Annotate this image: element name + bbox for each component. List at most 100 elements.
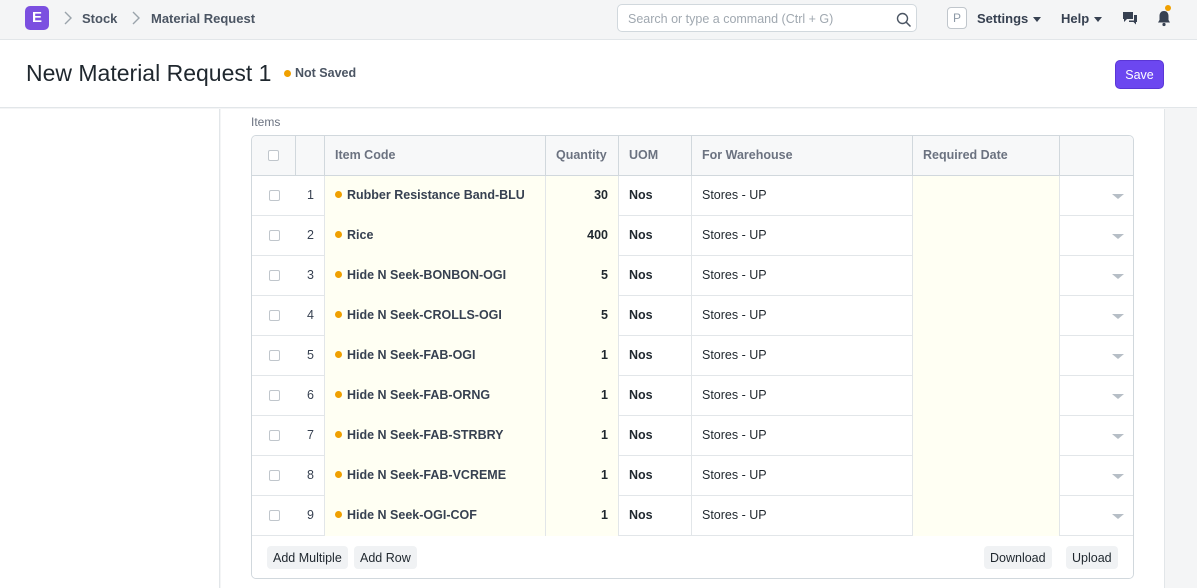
table-row[interactable]: 1 Rubber Resistance Band-BLU 30 Nos Stores -… [252, 176, 1133, 216]
breadcrumb-material-request[interactable]: Material Request [151, 11, 256, 26]
item-code-cell[interactable]: Hide N Seek-OGI-COF [325, 496, 546, 536]
warehouse-cell[interactable]: Stores - UP [692, 456, 913, 496]
table-row[interactable]: 3 Hide N Seek-BONBON-OGI 5 Nos Stores - UP [252, 256, 1133, 296]
quantity-cell[interactable]: 400 [546, 216, 619, 256]
uom-cell[interactable]: Nos [619, 496, 692, 536]
item-code-cell[interactable]: Rice [325, 216, 546, 256]
required-date-cell[interactable] [913, 496, 1060, 536]
row-checkbox[interactable] [268, 230, 280, 242]
row-checkbox[interactable] [268, 350, 280, 362]
quantity-cell[interactable]: 1 [546, 376, 619, 416]
help-menu[interactable]: Help [1061, 11, 1103, 26]
breadcrumb-stock[interactable]: Stock [82, 11, 118, 26]
row-checkbox[interactable] [268, 470, 280, 482]
download-button[interactable]: Download [984, 546, 1052, 569]
row-edit-caret-icon[interactable] [1112, 194, 1124, 199]
table-row[interactable]: 2 Rice 400 Nos Stores - UP [252, 216, 1133, 256]
row-checkbox[interactable] [268, 310, 280, 322]
row-checkbox[interactable] [268, 270, 280, 282]
row-select-cell [252, 336, 296, 376]
row-edit-caret-icon[interactable] [1112, 274, 1124, 279]
item-code-value: Hide N Seek-FAB-OGI [347, 348, 476, 362]
warehouse-cell[interactable]: Stores - UP [692, 496, 913, 536]
warehouse-cell[interactable]: Stores - UP [692, 336, 913, 376]
warehouse-cell[interactable]: Stores - UP [692, 176, 913, 216]
warehouse-cell[interactable]: Stores - UP [692, 256, 913, 296]
uom-cell[interactable]: Nos [619, 376, 692, 416]
required-date-cell[interactable] [913, 336, 1060, 376]
row-edit-caret-icon[interactable] [1112, 354, 1124, 359]
quantity-cell[interactable]: 1 [546, 416, 619, 456]
row-edit-caret-icon[interactable] [1112, 434, 1124, 439]
required-date-cell[interactable] [913, 456, 1060, 496]
item-code-cell[interactable]: Hide N Seek-FAB-OGI [325, 336, 546, 376]
table-row[interactable]: 5 Hide N Seek-FAB-OGI 1 Nos Stores - UP [252, 336, 1133, 376]
add-multiple-button[interactable]: Add Multiple [267, 546, 348, 569]
required-date-cell[interactable] [913, 216, 1060, 256]
quantity-cell[interactable]: 1 [546, 336, 619, 376]
item-code-cell[interactable]: Hide N Seek-BONBON-OGI [325, 256, 546, 296]
quantity-cell[interactable]: 5 [546, 296, 619, 336]
table-row[interactable]: 7 Hide N Seek-FAB-STRBRY 1 Nos Stores - UP [252, 416, 1133, 456]
row-checkbox[interactable] [268, 430, 280, 442]
item-code-cell[interactable]: Hide N Seek-FAB-STRBRY [325, 416, 546, 456]
uom-cell[interactable]: Nos [619, 416, 692, 456]
items-table: Item Code Quantity UOM For Warehouse Req… [251, 135, 1134, 579]
required-date-cell[interactable] [913, 176, 1060, 216]
settings-menu[interactable]: Settings [977, 11, 1042, 26]
user-avatar[interactable]: P [947, 7, 967, 29]
table-row[interactable]: 6 Hide N Seek-FAB-ORNG 1 Nos Stores - UP [252, 376, 1133, 416]
item-code-cell[interactable]: Rubber Resistance Band-BLU [325, 176, 546, 216]
required-date-cell[interactable] [913, 376, 1060, 416]
status-indicator-dot [284, 70, 291, 77]
table-row[interactable]: 9 Hide N Seek-OGI-COF 1 Nos Stores - UP [252, 496, 1133, 536]
table-row[interactable]: 8 Hide N Seek-FAB-VCREME 1 Nos Stores - UP [252, 456, 1133, 496]
row-edit-caret-icon[interactable] [1112, 514, 1124, 519]
row-checkbox[interactable] [268, 510, 280, 522]
item-code-cell[interactable]: Hide N Seek-FAB-ORNG [325, 376, 546, 416]
app-logo[interactable]: E [25, 6, 49, 30]
save-button[interactable]: Save [1115, 60, 1164, 89]
upload-button[interactable]: Upload [1066, 546, 1118, 569]
quantity-cell[interactable]: 1 [546, 496, 619, 536]
required-date-cell[interactable] [913, 296, 1060, 336]
row-checkbox[interactable] [268, 390, 280, 402]
row-edit-caret-icon[interactable] [1112, 234, 1124, 239]
uom-cell[interactable]: Nos [619, 296, 692, 336]
item-status-dot [335, 471, 342, 479]
chat-icon[interactable] [1122, 10, 1138, 26]
row-edit-caret-icon[interactable] [1112, 394, 1124, 399]
row-actions-cell [1060, 416, 1133, 456]
item-code-cell[interactable]: Hide N Seek-CROLLS-OGI [325, 296, 546, 336]
table-row[interactable]: 4 Hide N Seek-CROLLS-OGI 5 Nos Stores - UP [252, 296, 1133, 336]
row-select-cell [252, 496, 296, 536]
row-select-cell [252, 176, 296, 216]
add-row-button[interactable]: Add Row [354, 546, 417, 569]
required-date-cell[interactable] [913, 256, 1060, 296]
item-status-dot [335, 511, 342, 519]
warehouse-cell[interactable]: Stores - UP [692, 216, 913, 256]
select-all-checkbox[interactable] [268, 150, 279, 162]
uom-cell[interactable]: Nos [619, 216, 692, 256]
bell-icon[interactable] [1156, 9, 1172, 27]
col-quantity: Quantity [546, 136, 619, 176]
search-input[interactable]: Search or type a command (Ctrl + G) [617, 4, 917, 32]
item-code-cell[interactable]: Hide N Seek-FAB-VCREME [325, 456, 546, 496]
uom-cell[interactable]: Nos [619, 336, 692, 376]
quantity-cell[interactable]: 5 [546, 256, 619, 296]
row-actions-cell [1060, 216, 1133, 256]
warehouse-cell[interactable]: Stores - UP [692, 296, 913, 336]
row-actions-cell [1060, 456, 1133, 496]
row-edit-caret-icon[interactable] [1112, 474, 1124, 479]
row-edit-caret-icon[interactable] [1112, 314, 1124, 319]
row-checkbox[interactable] [268, 190, 280, 202]
uom-cell[interactable]: Nos [619, 256, 692, 296]
uom-cell[interactable]: Nos [619, 456, 692, 496]
warehouse-cell[interactable]: Stores - UP [692, 376, 913, 416]
warehouse-cell[interactable]: Stores - UP [692, 416, 913, 456]
select-all-cell [252, 136, 296, 176]
uom-cell[interactable]: Nos [619, 176, 692, 216]
quantity-cell[interactable]: 1 [546, 456, 619, 496]
quantity-cell[interactable]: 30 [546, 176, 619, 216]
required-date-cell[interactable] [913, 416, 1060, 456]
